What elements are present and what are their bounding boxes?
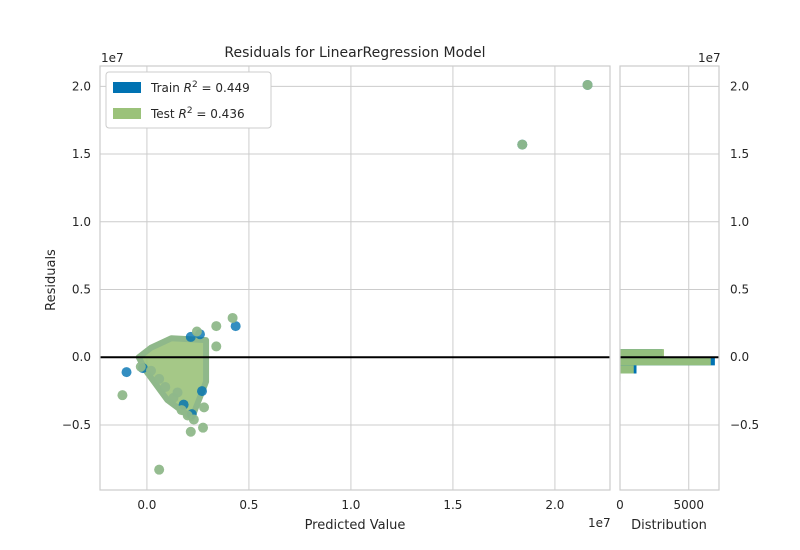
test-point xyxy=(198,422,209,433)
histogram-bars xyxy=(620,349,719,382)
histogram-y-tick-label: 2.0 xyxy=(730,79,749,93)
tick-labels: 0.0 0.5 1.0 1.5 2.0 −0.5 −0.5 0.0 0.0 0.5 0.5 1.0 1.… xyxy=(62,79,759,512)
histogram-y-tick-label: 1.0 xyxy=(730,215,749,229)
test-point xyxy=(135,361,146,372)
test-point xyxy=(146,365,156,376)
y-tick-label: 1.0 xyxy=(72,215,91,229)
histogram-bar-test xyxy=(620,357,711,366)
test-point xyxy=(199,402,210,413)
x-tick-label: 2.0 xyxy=(545,498,564,512)
x-tick-label: 0.0 xyxy=(137,498,156,512)
test-point xyxy=(154,464,165,475)
histogram-y-tick-label: 0.0 xyxy=(730,350,749,364)
x-tick-label: 1.5 xyxy=(443,498,462,512)
histogram-axes-frame xyxy=(619,65,720,491)
histogram-gridlines xyxy=(619,66,719,490)
test-point xyxy=(191,326,202,337)
y-tick-label: 1.5 xyxy=(72,147,91,161)
histogram-bar-test xyxy=(620,349,664,358)
histogram-y-tick-label: −0.5 xyxy=(730,418,759,432)
main-axes-frame xyxy=(99,65,611,491)
residual-cluster xyxy=(135,335,210,422)
test-point xyxy=(227,312,238,323)
histogram-bar-test xyxy=(620,365,634,374)
y-tick-label: 0.0 xyxy=(72,350,91,364)
y-tick-label: 2.0 xyxy=(72,79,91,93)
histogram-x-tick-label: 5000 xyxy=(673,498,704,512)
y-tick-label: 0.5 xyxy=(72,283,91,297)
legend-box xyxy=(105,71,272,129)
test-point xyxy=(160,382,171,393)
axes-frames xyxy=(99,65,720,491)
main-gridlines xyxy=(100,66,610,490)
y-offset-label: 1e7 xyxy=(101,51,124,65)
test-point xyxy=(188,414,199,425)
test-point xyxy=(211,341,222,352)
legend-label-train: Train R2 = 0.449 xyxy=(150,80,250,95)
main-points xyxy=(100,79,610,475)
legend-swatch-test xyxy=(113,108,141,119)
test-point xyxy=(176,405,187,416)
histogram-offset-label: 1e7 xyxy=(698,51,721,65)
test-point xyxy=(154,373,165,384)
test-point xyxy=(582,79,593,90)
test-point xyxy=(117,390,128,401)
x-tick-label: 1.0 xyxy=(341,498,360,512)
legend: Train R2 = 0.449 Test R2 = 0.436 xyxy=(105,71,272,129)
legend-label-test: Test R2 = 0.436 xyxy=(150,106,245,121)
y-tick-label: −0.5 xyxy=(62,418,91,432)
x-axis-label: Predicted Value xyxy=(305,518,406,533)
test-point xyxy=(517,139,528,150)
x-tick-label: 0.5 xyxy=(239,498,258,512)
train-point xyxy=(121,367,132,378)
histogram-y-tick-label: 1.5 xyxy=(730,147,749,161)
train-point xyxy=(197,386,207,397)
test-point xyxy=(172,387,183,398)
test-point xyxy=(185,426,196,437)
x-offset-label: 1e7 xyxy=(588,516,611,530)
histogram-x-label: Distribution xyxy=(631,518,707,533)
histogram-x-tick-label: 0 xyxy=(616,498,624,512)
histogram-y-tick-label: 0.5 xyxy=(730,283,749,297)
chart-title: Residuals for LinearRegression Model xyxy=(224,45,485,61)
test-point xyxy=(211,321,222,332)
train-point xyxy=(230,321,241,332)
legend-swatch-train xyxy=(113,82,141,93)
y-axis-label: Residuals xyxy=(44,249,59,311)
